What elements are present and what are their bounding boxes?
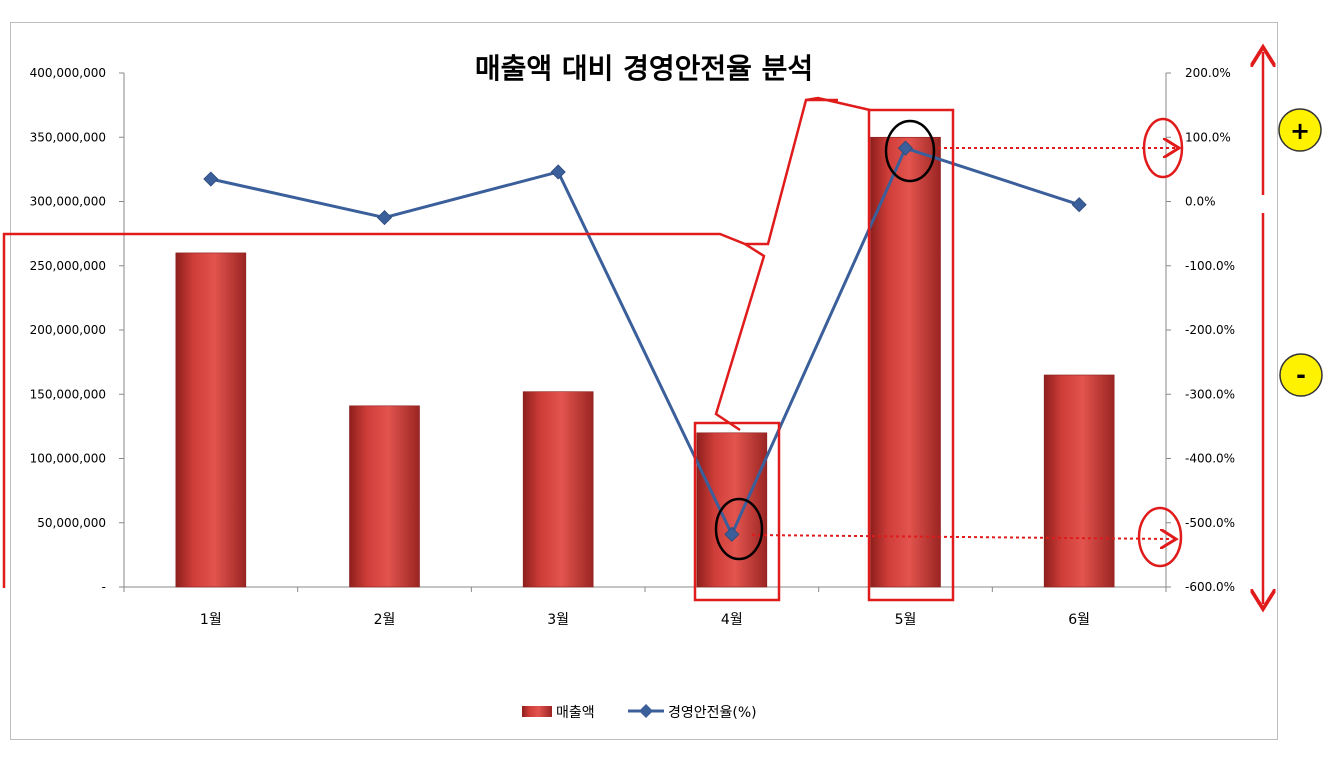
right-tick-label: 0.0% — [1185, 195, 1216, 209]
legend: 매출액 경영안전율(%) — [522, 704, 757, 721]
highlight-box-may — [867, 108, 955, 602]
x-tick-label: 4월 — [721, 612, 743, 628]
x-tick-label: 3월 — [547, 612, 569, 628]
left-tick-label: - — [102, 580, 106, 594]
highlight-box-april — [693, 421, 781, 602]
x-tick-label: 5월 — [895, 612, 917, 628]
right-tick-label: 200.0% — [1185, 66, 1231, 80]
svg-text:+: + — [1290, 117, 1310, 145]
bar-series — [175, 136, 1115, 588]
left-tick-label: 200,000,000 — [30, 323, 106, 337]
legend-line-label: 경영안전율(%) — [668, 705, 757, 721]
left-tick-label: 100,000,000 — [30, 452, 106, 466]
left-tick-label: 300,000,000 — [30, 195, 106, 209]
line-point — [550, 164, 566, 180]
right-tick-label: -500.0% — [1185, 516, 1235, 530]
point-circle-april — [714, 497, 764, 561]
bar — [1043, 374, 1115, 588]
x-tick-label: 6월 — [1068, 612, 1090, 628]
dotted-arrow-negative — [751, 535, 1172, 539]
svg-text:-: - — [1296, 361, 1306, 389]
right-tick-label: -600.0% — [1185, 580, 1235, 594]
right-tick-label: -100.0% — [1185, 259, 1235, 273]
x-tick-label: 2월 — [374, 612, 396, 628]
legend-line-marker — [639, 704, 653, 718]
target-circle-negative — [1137, 506, 1183, 568]
bar — [870, 136, 941, 588]
bar — [349, 405, 420, 588]
line-point — [724, 526, 740, 542]
legend-bar-swatch — [522, 706, 552, 717]
minus-badge: - — [1279, 353, 1323, 397]
bar — [522, 391, 594, 588]
chart-title: 매출액 대비 경영안전율 분석 — [475, 52, 813, 85]
left-tick-label: 400,000,000 — [30, 66, 106, 80]
line-point — [203, 171, 219, 187]
x-axis-ticks: 1월 2월 3월 4월 5월 6월 — [123, 587, 1167, 628]
legend-bar-label: 매출액 — [556, 705, 595, 721]
left-tick-label: 150,000,000 — [30, 387, 106, 401]
line-point — [897, 140, 914, 156]
bar — [696, 432, 768, 588]
bar — [175, 252, 247, 588]
left-tick-label: 50,000,000 — [37, 516, 106, 530]
left-tick-label: 250,000,000 — [30, 259, 106, 273]
right-tick-label: -200.0% — [1185, 323, 1235, 337]
right-axis-ticks: -600.0% -500.0% -400.0% -300.0% -200.0% -100.… — [1166, 66, 1235, 594]
annotation-zigzag-top — [805, 96, 871, 112]
left-tick-label: 350,000,000 — [30, 130, 106, 144]
right-tick-label: -300.0% — [1185, 387, 1235, 401]
series-line — [210, 146, 1080, 536]
right-tick-label: -400.0% — [1185, 452, 1235, 466]
plus-badge: + — [1278, 108, 1322, 152]
right-tick-label: 100.0% — [1185, 130, 1231, 144]
annotation-overlay — [2, 52, 1263, 604]
x-tick-label: 1월 — [200, 612, 222, 628]
line-point — [1071, 197, 1087, 213]
point-circle-may — [884, 119, 936, 183]
left-axis-ticks: - 50,000,000 100,000,000 150,000,000 200,000… — [30, 66, 124, 594]
annotation-zigzag — [714, 242, 766, 432]
line-point — [376, 209, 393, 226]
